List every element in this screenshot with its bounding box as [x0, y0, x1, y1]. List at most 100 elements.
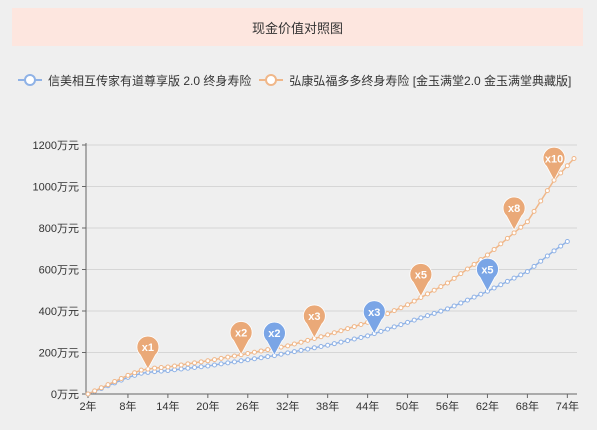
data-point-2: [518, 224, 524, 230]
data-point-1: [285, 350, 291, 356]
legend-item-series-a[interactable]: 信美相互传家有道尊享版 2.0 终身寿险: [18, 72, 251, 89]
data-point-1: [411, 317, 417, 323]
data-point-1: [538, 258, 544, 264]
y-tick-label: 200万元: [39, 348, 79, 360]
data-point-1: [298, 347, 304, 353]
multiplier-label: x5: [415, 269, 427, 281]
multiplier-marker: [136, 335, 160, 370]
data-point-1: [318, 344, 324, 350]
data-point-1: [305, 346, 311, 352]
data-point-2: [251, 349, 257, 355]
multiplier-marker: [476, 257, 499, 293]
data-point-2: [172, 363, 178, 369]
data-point-1: [478, 291, 484, 297]
multiplier-marker: [303, 304, 326, 339]
data-point-2: [571, 155, 577, 161]
data-point-1: [458, 300, 464, 306]
data-point-2: [231, 353, 237, 359]
data-point-2: [218, 355, 224, 361]
x-tick-label: 26年: [236, 399, 259, 413]
data-point-2: [345, 326, 351, 332]
data-point-2: [564, 163, 570, 169]
data-point-2: [558, 170, 564, 176]
legend-swatch-b: [259, 74, 284, 86]
data-point-2: [291, 341, 297, 347]
data-point-1: [345, 338, 351, 344]
data-point-2: [245, 351, 251, 357]
data-point-1: [491, 285, 497, 291]
data-point-2: [445, 280, 451, 286]
data-point-1: [225, 360, 231, 366]
data-point-1: [251, 356, 257, 362]
multiplier-label: x5: [481, 264, 493, 276]
data-point-2: [211, 357, 217, 363]
y-tick-label: 1200万元: [33, 140, 79, 152]
data-point-2: [471, 261, 477, 267]
x-tick-label: 2年: [79, 399, 96, 413]
data-point-2: [318, 334, 324, 340]
data-point-2: [105, 382, 111, 388]
data-point-2: [538, 198, 544, 204]
multiplier-label: x3: [368, 307, 380, 319]
legend-item-series-b[interactable]: 弘康弘福多多终身寿险 [金玉满堂2.0 金玉满堂典藏版]: [259, 72, 571, 89]
data-point-1: [471, 294, 477, 300]
data-point-2: [118, 375, 124, 381]
data-point-2: [132, 370, 138, 376]
data-point-1: [438, 308, 444, 314]
data-point-1: [325, 342, 331, 348]
data-point-2: [491, 246, 497, 252]
data-point-2: [325, 332, 331, 338]
data-point-1: [258, 355, 264, 361]
data-point-2: [305, 337, 311, 343]
legend-swatch-a: [18, 74, 42, 86]
data-point-1: [185, 365, 191, 371]
y-tick-label: 400万元: [39, 306, 79, 318]
multiplier-label: x8: [508, 203, 520, 215]
data-point-1: [205, 363, 211, 369]
data-point-1: [178, 366, 184, 372]
data-point-1: [245, 357, 251, 363]
data-point-1: [531, 263, 537, 269]
data-point-2: [524, 219, 530, 225]
data-point-2: [531, 208, 537, 214]
x-tick-label: 32年: [276, 399, 299, 413]
data-point-2: [85, 391, 91, 397]
data-point-2: [431, 287, 437, 293]
data-point-1: [524, 269, 530, 275]
data-point-1: [511, 275, 517, 281]
multiplier-marker: [409, 263, 433, 298]
data-point-2: [411, 298, 417, 304]
data-point-1: [558, 243, 564, 249]
data-point-2: [178, 362, 184, 368]
data-point-1: [231, 359, 237, 365]
data-point-1: [378, 328, 384, 334]
data-point-2: [331, 330, 337, 336]
x-tick-label: 44年: [356, 399, 379, 413]
data-point-2: [351, 324, 357, 330]
data-point-1: [311, 345, 317, 351]
data-point-1: [192, 365, 198, 371]
data-point-1: [385, 326, 391, 332]
legend-label-series-b: 弘康弘福多多终身寿险 [金玉满堂2.0 金玉满堂典藏版]: [289, 73, 572, 88]
data-point-2: [112, 379, 118, 385]
x-tick-label: 56年: [436, 399, 459, 413]
multiplier-label: x10: [545, 153, 563, 165]
multiplier-marker: [229, 321, 253, 356]
data-point-1: [564, 238, 570, 244]
data-point-2: [464, 266, 470, 272]
data-point-2: [125, 372, 131, 378]
data-point-2: [285, 343, 291, 349]
data-point-2: [458, 271, 464, 277]
data-point-1: [238, 358, 244, 364]
data-point-2: [451, 275, 457, 281]
multiplier-label: x2: [235, 328, 247, 340]
data-point-1: [425, 313, 431, 319]
y-tick-label: 800万元: [39, 223, 79, 235]
data-point-2: [158, 365, 164, 371]
data-point-1: [464, 297, 470, 303]
multiplier-label: x3: [308, 311, 320, 323]
legend-label-series-a: 信美相互传家有道尊享版 2.0 终身寿险: [48, 73, 252, 88]
data-point-1: [398, 322, 404, 328]
data-point-2: [258, 348, 264, 354]
data-point-1: [331, 341, 337, 347]
